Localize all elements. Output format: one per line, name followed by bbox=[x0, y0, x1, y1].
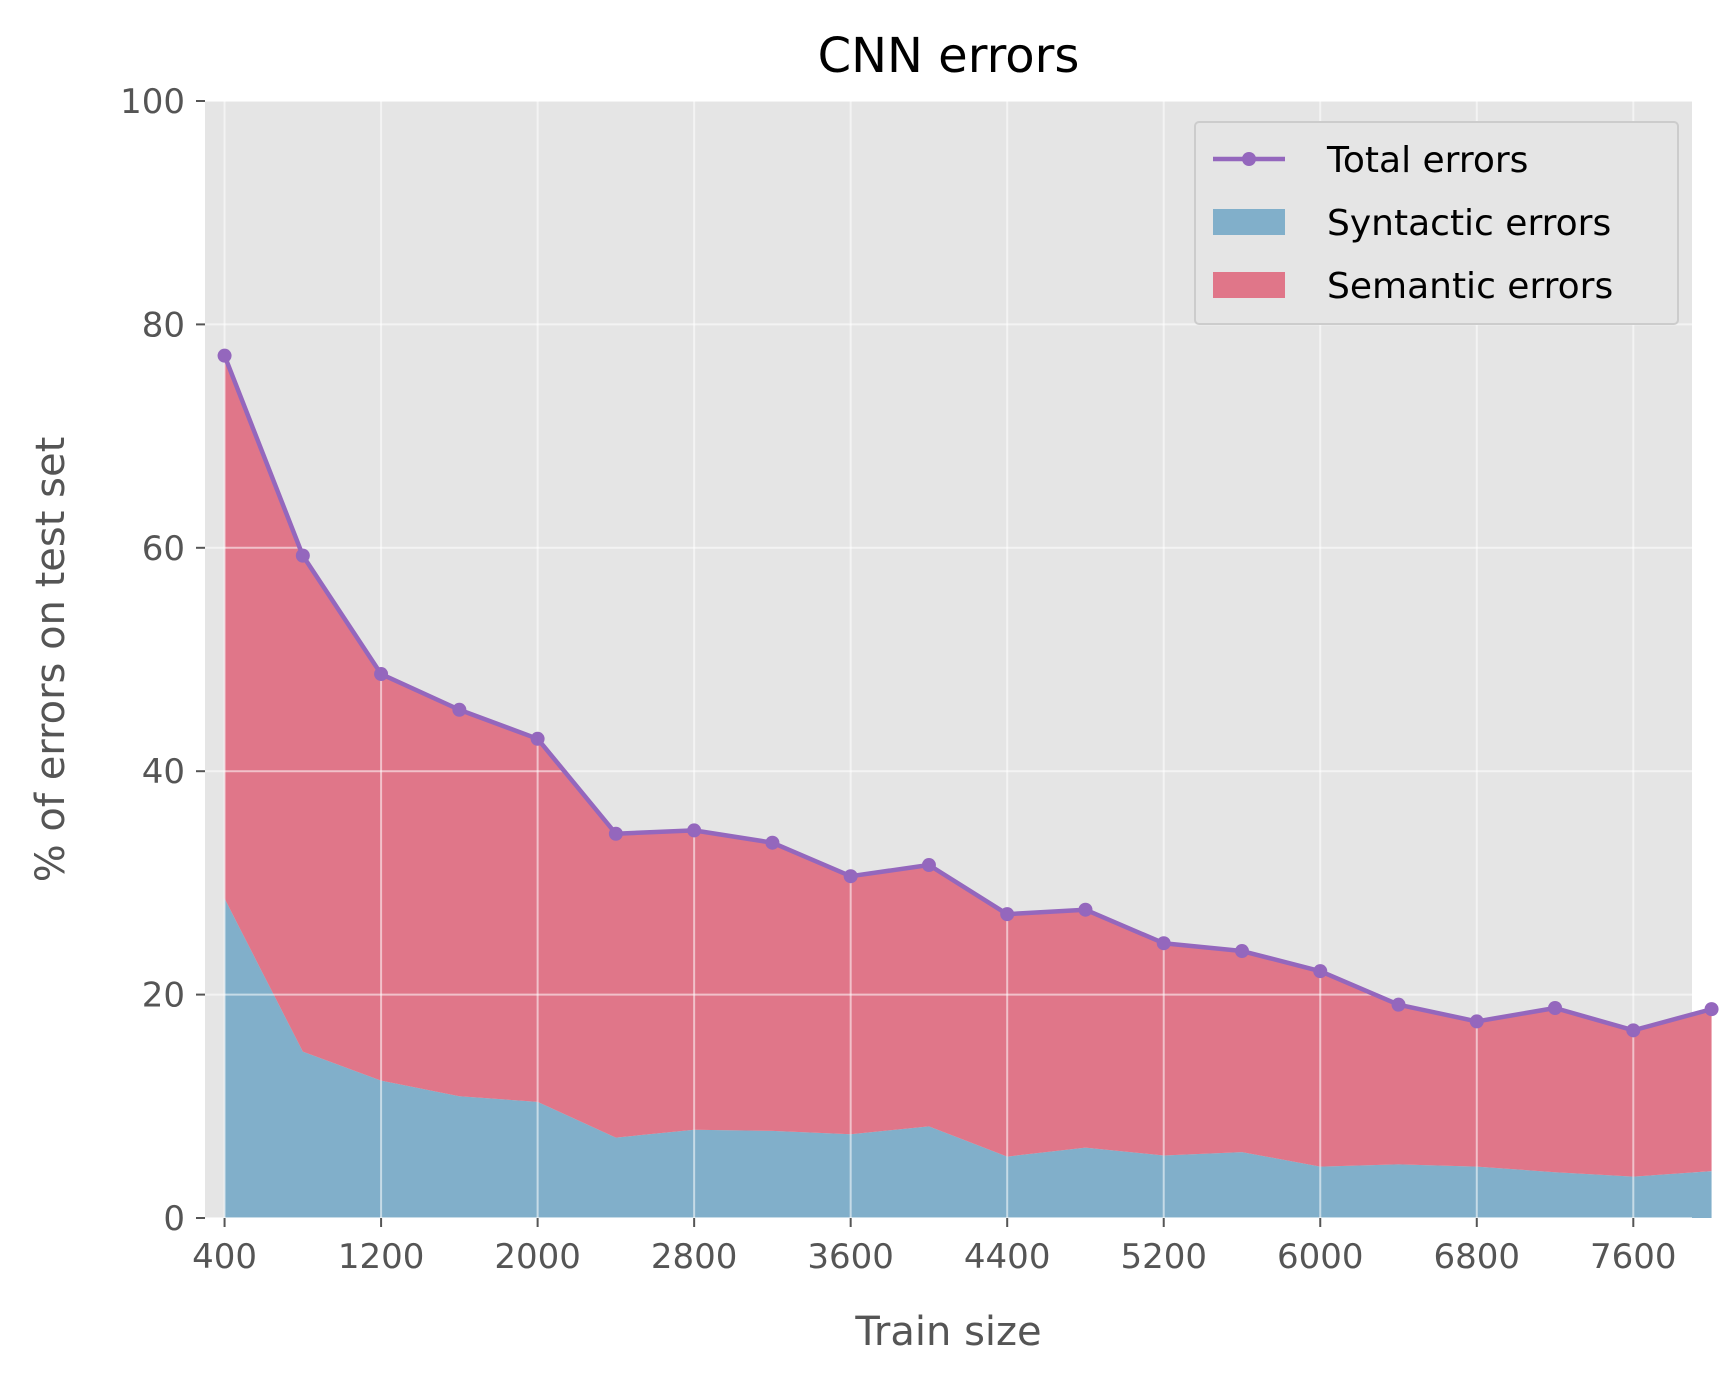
x-tick-label: 6000 bbox=[1277, 1237, 1364, 1277]
y-tick-label: 20 bbox=[142, 976, 185, 1016]
total-errors-point bbox=[1156, 936, 1171, 951]
legend-total-errors-marker bbox=[1242, 152, 1256, 166]
total-errors-point bbox=[687, 823, 702, 838]
x-tick-label: 400 bbox=[192, 1237, 257, 1277]
total-errors-point bbox=[1626, 1023, 1641, 1038]
total-errors-point bbox=[1000, 907, 1015, 922]
x-tick-label: 3600 bbox=[807, 1237, 894, 1277]
total-errors-point bbox=[608, 826, 623, 841]
total-errors-point bbox=[1234, 944, 1249, 959]
legend-box bbox=[1194, 121, 1679, 325]
y-tick-label: 100 bbox=[120, 82, 185, 122]
tick-layer: 400 1200 2000 2800 3600 4400 5200 6000 6800 7600 0… bbox=[120, 82, 1676, 1277]
area-layer bbox=[224, 355, 1712, 1218]
x-tick-label: 1200 bbox=[338, 1237, 425, 1277]
y-tick-label: 60 bbox=[142, 529, 185, 569]
y-tick-label: 40 bbox=[142, 752, 185, 792]
total-errors-point bbox=[452, 702, 467, 717]
total-errors-point bbox=[295, 548, 310, 563]
x-tick-label: 5200 bbox=[1120, 1237, 1207, 1277]
legend-label: Syntactic errors bbox=[1327, 203, 1611, 244]
total-errors-point bbox=[843, 869, 858, 884]
total-errors-point bbox=[1078, 902, 1093, 917]
total-errors-point bbox=[1391, 997, 1406, 1012]
x-axis-label: Train size bbox=[854, 1309, 1041, 1355]
total-errors-point bbox=[765, 835, 780, 850]
semantic-errors-area bbox=[224, 355, 1712, 1177]
legend: Total errors Syntactic errors Semantic err… bbox=[1194, 121, 1679, 325]
y-axis-label: % of errors on test set bbox=[28, 437, 74, 883]
syntactic-errors-area bbox=[224, 898, 1712, 1218]
total-errors-point bbox=[217, 348, 232, 363]
y-tick-label: 80 bbox=[142, 305, 185, 345]
x-tick-label: 7600 bbox=[1590, 1237, 1677, 1277]
chart-title: CNN errors bbox=[818, 28, 1080, 84]
total-errors-point bbox=[1704, 1002, 1719, 1017]
x-tick-label: 2800 bbox=[651, 1237, 738, 1277]
legend-label: Semantic errors bbox=[1327, 266, 1613, 307]
x-tick-label: 2000 bbox=[494, 1237, 581, 1277]
x-tick-label: 4400 bbox=[964, 1237, 1051, 1277]
legend-syntactic-errors-swatch bbox=[1213, 209, 1285, 235]
total-errors-point bbox=[1313, 964, 1328, 979]
y-tick-label: 0 bbox=[163, 1199, 185, 1239]
line-layer bbox=[217, 348, 1719, 1038]
total-errors-point bbox=[1469, 1014, 1484, 1029]
total-errors-point bbox=[374, 667, 389, 682]
total-errors-point bbox=[1548, 1001, 1563, 1016]
total-errors-point bbox=[921, 858, 936, 873]
legend-semantic-errors-swatch bbox=[1213, 272, 1285, 298]
x-tick-label: 6800 bbox=[1434, 1237, 1521, 1277]
total-errors-line bbox=[222, 354, 1713, 1033]
legend-label: Total errors bbox=[1326, 140, 1528, 181]
total-errors-point bbox=[530, 731, 545, 746]
